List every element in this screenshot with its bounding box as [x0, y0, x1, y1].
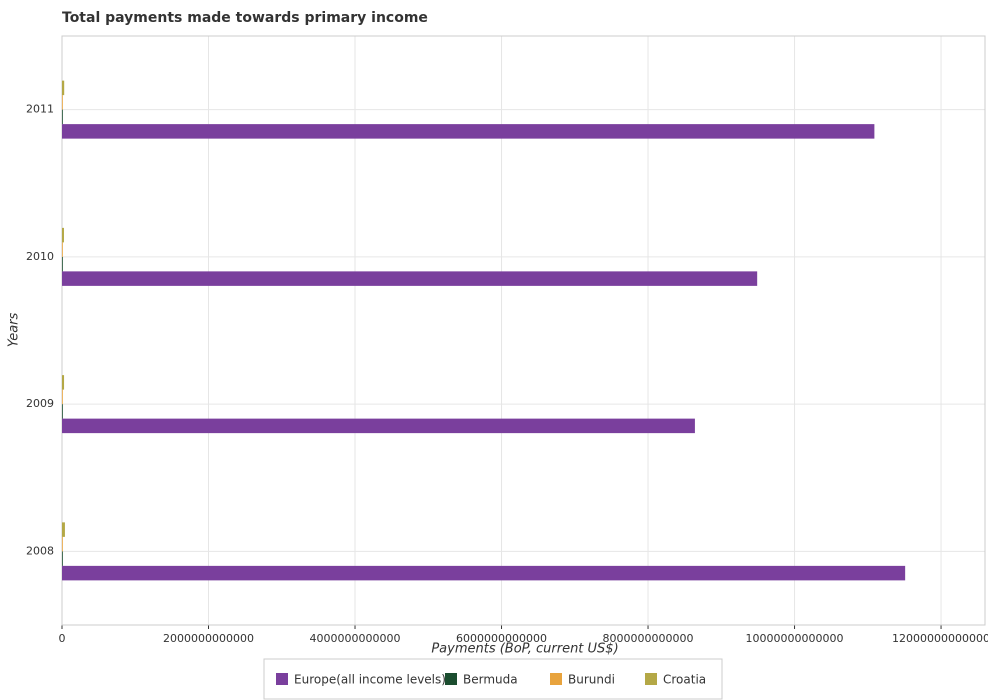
- bar: [62, 227, 64, 243]
- y-tick-label: 2009: [26, 397, 54, 410]
- bar: [62, 389, 63, 405]
- bar: [62, 418, 695, 434]
- y-tick-label: 2010: [26, 250, 54, 263]
- legend-label: Europe(all income levels): [294, 673, 446, 687]
- bar: [62, 256, 63, 272]
- x-tick-label: 6000000000000: [456, 632, 547, 645]
- legend-swatch: [645, 673, 657, 685]
- bar: [62, 271, 758, 286]
- bar: [62, 375, 65, 390]
- chart-title: Total payments made towards primary inco…: [62, 10, 428, 26]
- bar: [62, 95, 63, 110]
- plot-frame: [61, 35, 986, 626]
- legend-label: Bermuda: [463, 673, 518, 687]
- legend-label: Burundi: [568, 673, 615, 687]
- x-tick-label: 12000000000000: [892, 632, 988, 645]
- legend-swatch: [550, 673, 562, 685]
- bar: [62, 565, 906, 581]
- y-tick-label: 2008: [26, 544, 54, 557]
- bar: [62, 80, 65, 96]
- y-tick-label: 2011: [26, 103, 54, 116]
- x-tick-label: 2000000000000: [163, 632, 254, 645]
- bar: [62, 551, 63, 566]
- x-tick-label: 0: [59, 632, 66, 645]
- x-tick-label: 4000000000000: [310, 632, 401, 645]
- legend-swatch: [445, 673, 457, 685]
- x-tick-label: 8000000000000: [603, 632, 694, 645]
- y-axis-label: Years: [7, 312, 22, 347]
- bar: [62, 242, 63, 257]
- bar: [62, 124, 875, 139]
- bar: [62, 522, 65, 537]
- bar: [62, 109, 63, 125]
- legend-swatch: [276, 673, 288, 685]
- bar: [62, 404, 63, 419]
- legend-label: Croatia: [663, 673, 706, 687]
- bar: [62, 536, 63, 552]
- x-tick-label: 10000000000000: [746, 632, 844, 645]
- x-axis-label: Payments (BoP, current US$): [431, 642, 618, 657]
